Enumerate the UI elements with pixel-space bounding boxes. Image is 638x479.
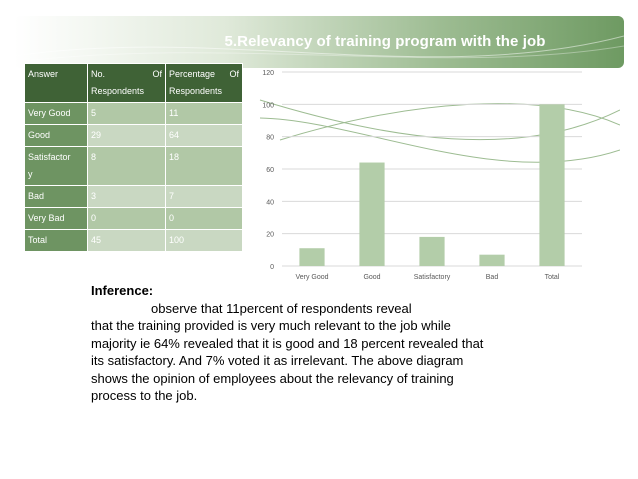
y-tick-label: 100 [262, 102, 274, 109]
y-tick-label: 120 [262, 70, 274, 77]
inference-text: Inference: observe that 11percent of res… [91, 282, 491, 405]
row-count: 29 [87, 124, 166, 147]
row-percent: 18 [165, 146, 243, 186]
row-count: 8 [87, 146, 166, 186]
row-count: 3 [87, 185, 166, 208]
inference-label: Inference: [91, 283, 154, 298]
x-tick-label: Very Good [295, 274, 328, 281]
y-axis-ticks: 0 20 40 60 80 100 120 [262, 70, 274, 271]
table-row: Good 29 64 [24, 124, 243, 147]
table-row: Total 45 100 [24, 229, 243, 252]
x-tick-label: Total [545, 274, 560, 281]
row-percent: 0 [165, 207, 243, 230]
x-tick-label: Good [363, 274, 380, 281]
row-count: 0 [87, 207, 166, 230]
title-banner [14, 16, 624, 68]
bar [299, 248, 325, 266]
table-row: Very Bad 0 0 [24, 207, 243, 230]
chart-bars [299, 104, 565, 266]
row-percent: 64 [165, 124, 243, 147]
header-answer: Answer [24, 63, 88, 103]
row-answer: Good [24, 124, 88, 147]
banner-decoration [14, 35, 624, 63]
y-tick-label: 60 [266, 167, 274, 174]
row-answer: Bad [24, 185, 88, 208]
bar [539, 104, 565, 266]
y-tick-label: 20 [266, 232, 274, 239]
x-tick-label: Bad [486, 274, 499, 281]
bar [479, 254, 505, 266]
table-row: Very Good 5 11 [24, 102, 243, 125]
x-tick-label: Satisfactory [414, 274, 451, 281]
header-count: No. Of Respondents [87, 63, 166, 103]
row-percent: 7 [165, 185, 243, 208]
row-percent: 11 [165, 102, 243, 125]
y-tick-label: 80 [266, 135, 274, 142]
row-count: 45 [87, 229, 166, 252]
row-answer: Very Bad [24, 207, 88, 230]
row-percent: 100 [165, 229, 243, 252]
x-axis-ticks: Very Good Good Satisfactory Bad Total [295, 274, 559, 281]
inference-first-line: observe that 11percent of respondents re… [151, 300, 412, 316]
bar [359, 162, 385, 266]
bar-chart: 0 20 40 60 80 100 120 Very Good Good Satisfactor… [262, 70, 582, 281]
row-answer: Total [24, 229, 88, 252]
bar [419, 236, 445, 266]
row-count: 5 [87, 102, 166, 125]
slide-title: 5.Relevancy of training program with the… [224, 33, 546, 50]
table-header-row: Answer No. Of Respondents Percentage Of Re… [24, 63, 243, 103]
y-tick-label: 40 [266, 199, 274, 206]
header-percent: Percentage Of Respondents [165, 63, 243, 103]
row-answer: Very Good [24, 102, 88, 125]
respondents-table: Answer No. Of Respondents Percentage Of Re… [24, 63, 243, 252]
table-row: Bad 3 7 [24, 185, 243, 208]
table-row: Satisfactor y 8 18 [24, 146, 243, 186]
row-answer: Satisfactor y [24, 146, 88, 186]
y-tick-label: 0 [270, 264, 274, 271]
inference-body: that the training provided is very much … [91, 318, 484, 403]
